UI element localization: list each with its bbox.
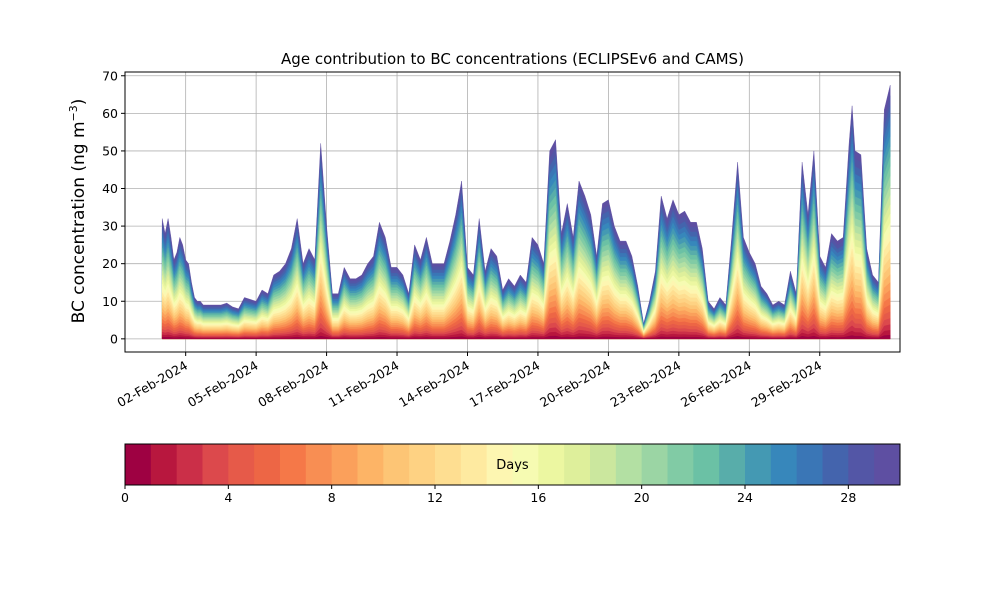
colorbar-cell xyxy=(796,444,823,485)
colorbar-cell xyxy=(228,444,255,485)
y-axis-ticks: 0 10 20 30 40 50 60 70 xyxy=(102,68,125,346)
age-band-3-days xyxy=(162,318,891,339)
colorbar-cell xyxy=(770,444,798,485)
x-tick-label: 08-Feb-2024 xyxy=(255,358,331,410)
colorbar-cell xyxy=(745,444,772,485)
y-tick-label: 10 xyxy=(102,294,118,309)
colorbar-cell xyxy=(150,444,178,485)
y-axis-label: BC concentration (ng m−3) xyxy=(67,99,89,324)
colorbar-cell xyxy=(693,444,720,485)
x-tick-label: 14-Feb-2024 xyxy=(396,358,472,410)
colorbar-cell xyxy=(383,444,410,485)
x-tick-label: 26-Feb-2024 xyxy=(678,358,754,410)
age-band-7-days xyxy=(162,289,891,339)
colorbar-ticks: 0 4 8 12 16 20 24 28 xyxy=(121,485,856,505)
y-tick-label: 20 xyxy=(102,256,118,271)
y-axis-label-superscript: −3 xyxy=(67,105,80,121)
colorbar-tick-label: 24 xyxy=(737,490,753,505)
colorbar-cell xyxy=(822,444,849,485)
y-tick-label: 70 xyxy=(102,68,118,83)
age-band-1-days xyxy=(162,330,891,339)
colorbar-cell xyxy=(280,444,307,485)
colorbar-cell xyxy=(305,444,333,485)
plot-frame xyxy=(124,71,901,353)
colorbar-tick-label: 28 xyxy=(840,490,856,505)
colorbar-cell xyxy=(719,444,746,485)
y-tick-label: 60 xyxy=(102,106,118,121)
y-axis-label-end: ) xyxy=(69,99,89,106)
age-band-0-days xyxy=(162,334,891,339)
x-tick-label: 29-Feb-2024 xyxy=(748,358,824,410)
colorbar-cell xyxy=(564,444,591,485)
x-tick-label: 23-Feb-2024 xyxy=(608,358,684,410)
colorbar-cell xyxy=(667,444,694,485)
colorbar-cell xyxy=(254,444,281,485)
colorbar-cell xyxy=(460,444,488,485)
colorbar-cell xyxy=(615,444,643,485)
y-tick-label: 40 xyxy=(102,181,118,196)
colorbar-label: Days xyxy=(496,458,529,473)
age-band-8-days xyxy=(162,282,891,339)
colorbar-cell xyxy=(202,444,229,485)
age-band-9-days xyxy=(162,274,891,339)
days-colorbar: Days 0 4 8 12 16 20 24 28 xyxy=(121,443,901,505)
colorbar-tick-label: 12 xyxy=(427,490,443,505)
colorbar-cell xyxy=(538,444,565,485)
colorbar-cell xyxy=(590,444,617,485)
chart-title: Age contribution to BC concentrations (E… xyxy=(281,50,744,68)
x-tick-label: 20-Feb-2024 xyxy=(537,358,613,410)
stacked-age-areas xyxy=(162,85,891,339)
colorbar-cell xyxy=(331,444,358,485)
x-tick-label: 17-Feb-2024 xyxy=(467,358,543,410)
colorbar-cells xyxy=(125,444,901,485)
colorbar-tick-label: 16 xyxy=(530,490,546,505)
y-tick-label: 0 xyxy=(110,331,118,346)
y-tick-label: 50 xyxy=(102,143,118,158)
colorbar-tick-label: 4 xyxy=(224,490,232,505)
y-axis-label-main: BC concentration (ng m xyxy=(69,121,89,323)
colorbar-cell xyxy=(512,444,539,485)
age-band-2-days xyxy=(162,324,891,339)
colorbar-frame xyxy=(124,443,901,486)
colorbar-tick-label: 8 xyxy=(328,490,336,505)
colorbar-cell xyxy=(409,444,436,485)
colorbar-cell xyxy=(641,444,668,485)
age-band-6-days xyxy=(162,297,891,339)
colorbar-tick-label: 20 xyxy=(634,490,650,505)
colorbar-cell xyxy=(176,444,203,485)
colorbar-cell xyxy=(435,444,462,485)
colorbar-cell xyxy=(874,444,901,485)
x-tick-label: 11-Feb-2024 xyxy=(326,358,402,410)
x-axis-ticks: 02-Feb-202405-Feb-202408-Feb-202411-Feb-… xyxy=(114,352,824,410)
colorbar-cell xyxy=(357,444,384,485)
x-tick-label: 02-Feb-2024 xyxy=(114,358,190,410)
age-band-4-days xyxy=(162,311,891,339)
y-tick-label: 30 xyxy=(102,219,118,234)
colorbar-cell xyxy=(848,444,875,485)
colorbar-tick-label: 0 xyxy=(121,490,129,505)
colorbar-cell xyxy=(486,444,513,485)
age-band-5-days xyxy=(162,304,891,339)
x-tick-label: 05-Feb-2024 xyxy=(185,358,261,410)
colorbar-cell xyxy=(125,444,152,485)
